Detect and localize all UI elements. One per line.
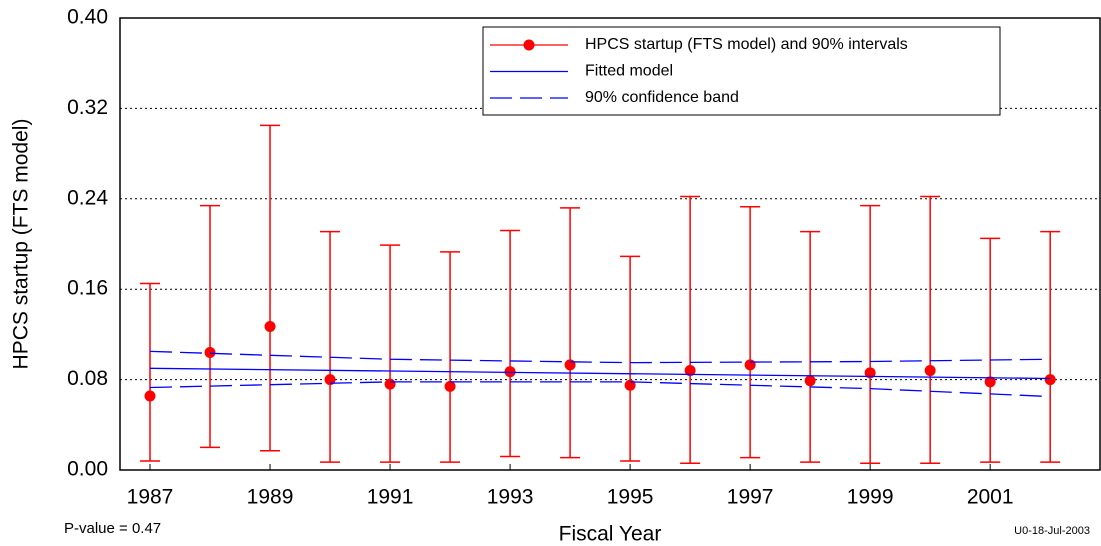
y-axis-label: HPCS startup (FTS model) [10, 119, 33, 370]
x-tick-label: 2001 [967, 486, 1014, 509]
date-stamp: U0-18-Jul-2003 [1014, 525, 1090, 537]
point [984, 376, 996, 388]
x-tick-label: 1987 [127, 486, 174, 509]
point [564, 359, 576, 371]
y-tick-label: 0.16 [67, 277, 108, 300]
x-tick-label: 1993 [487, 486, 534, 509]
x-axis-label: Fiscal Year [559, 523, 662, 546]
point [204, 346, 216, 358]
x-tick-label: 1997 [727, 486, 774, 509]
x-tick-label: 1999 [847, 486, 894, 509]
point [264, 320, 276, 332]
point [924, 365, 936, 377]
point [444, 380, 456, 392]
legend-label: HPCS startup (FTS model) and 90% interva… [585, 36, 908, 53]
y-tick-label: 0.08 [67, 367, 108, 390]
point [684, 365, 696, 377]
point [144, 390, 156, 402]
y-tick-label: 0.00 [67, 458, 108, 481]
point [384, 378, 396, 390]
point [324, 374, 336, 386]
fit-line [149, 367, 1051, 380]
legend-label: Fitted model [585, 63, 673, 80]
x-tick-label: 1989 [247, 486, 294, 509]
point [1044, 374, 1056, 386]
y-tick-label: 0.32 [67, 96, 108, 119]
legend-label: 90% confidence band [585, 89, 739, 106]
y-tick-label: 0.24 [67, 186, 108, 209]
legend-box [482, 26, 1001, 116]
point [864, 367, 876, 379]
band-line [149, 381, 1051, 398]
x-tick-label: 1991 [367, 486, 414, 509]
fit-line [149, 350, 1051, 364]
point [744, 359, 756, 371]
point [804, 375, 816, 387]
y-tick-label: 0.40 [67, 6, 108, 29]
p-value-note: P-value = 0.47 [64, 520, 161, 537]
legend-marker [523, 39, 535, 51]
x-tick-label: 1995 [607, 486, 654, 509]
point [504, 366, 516, 378]
